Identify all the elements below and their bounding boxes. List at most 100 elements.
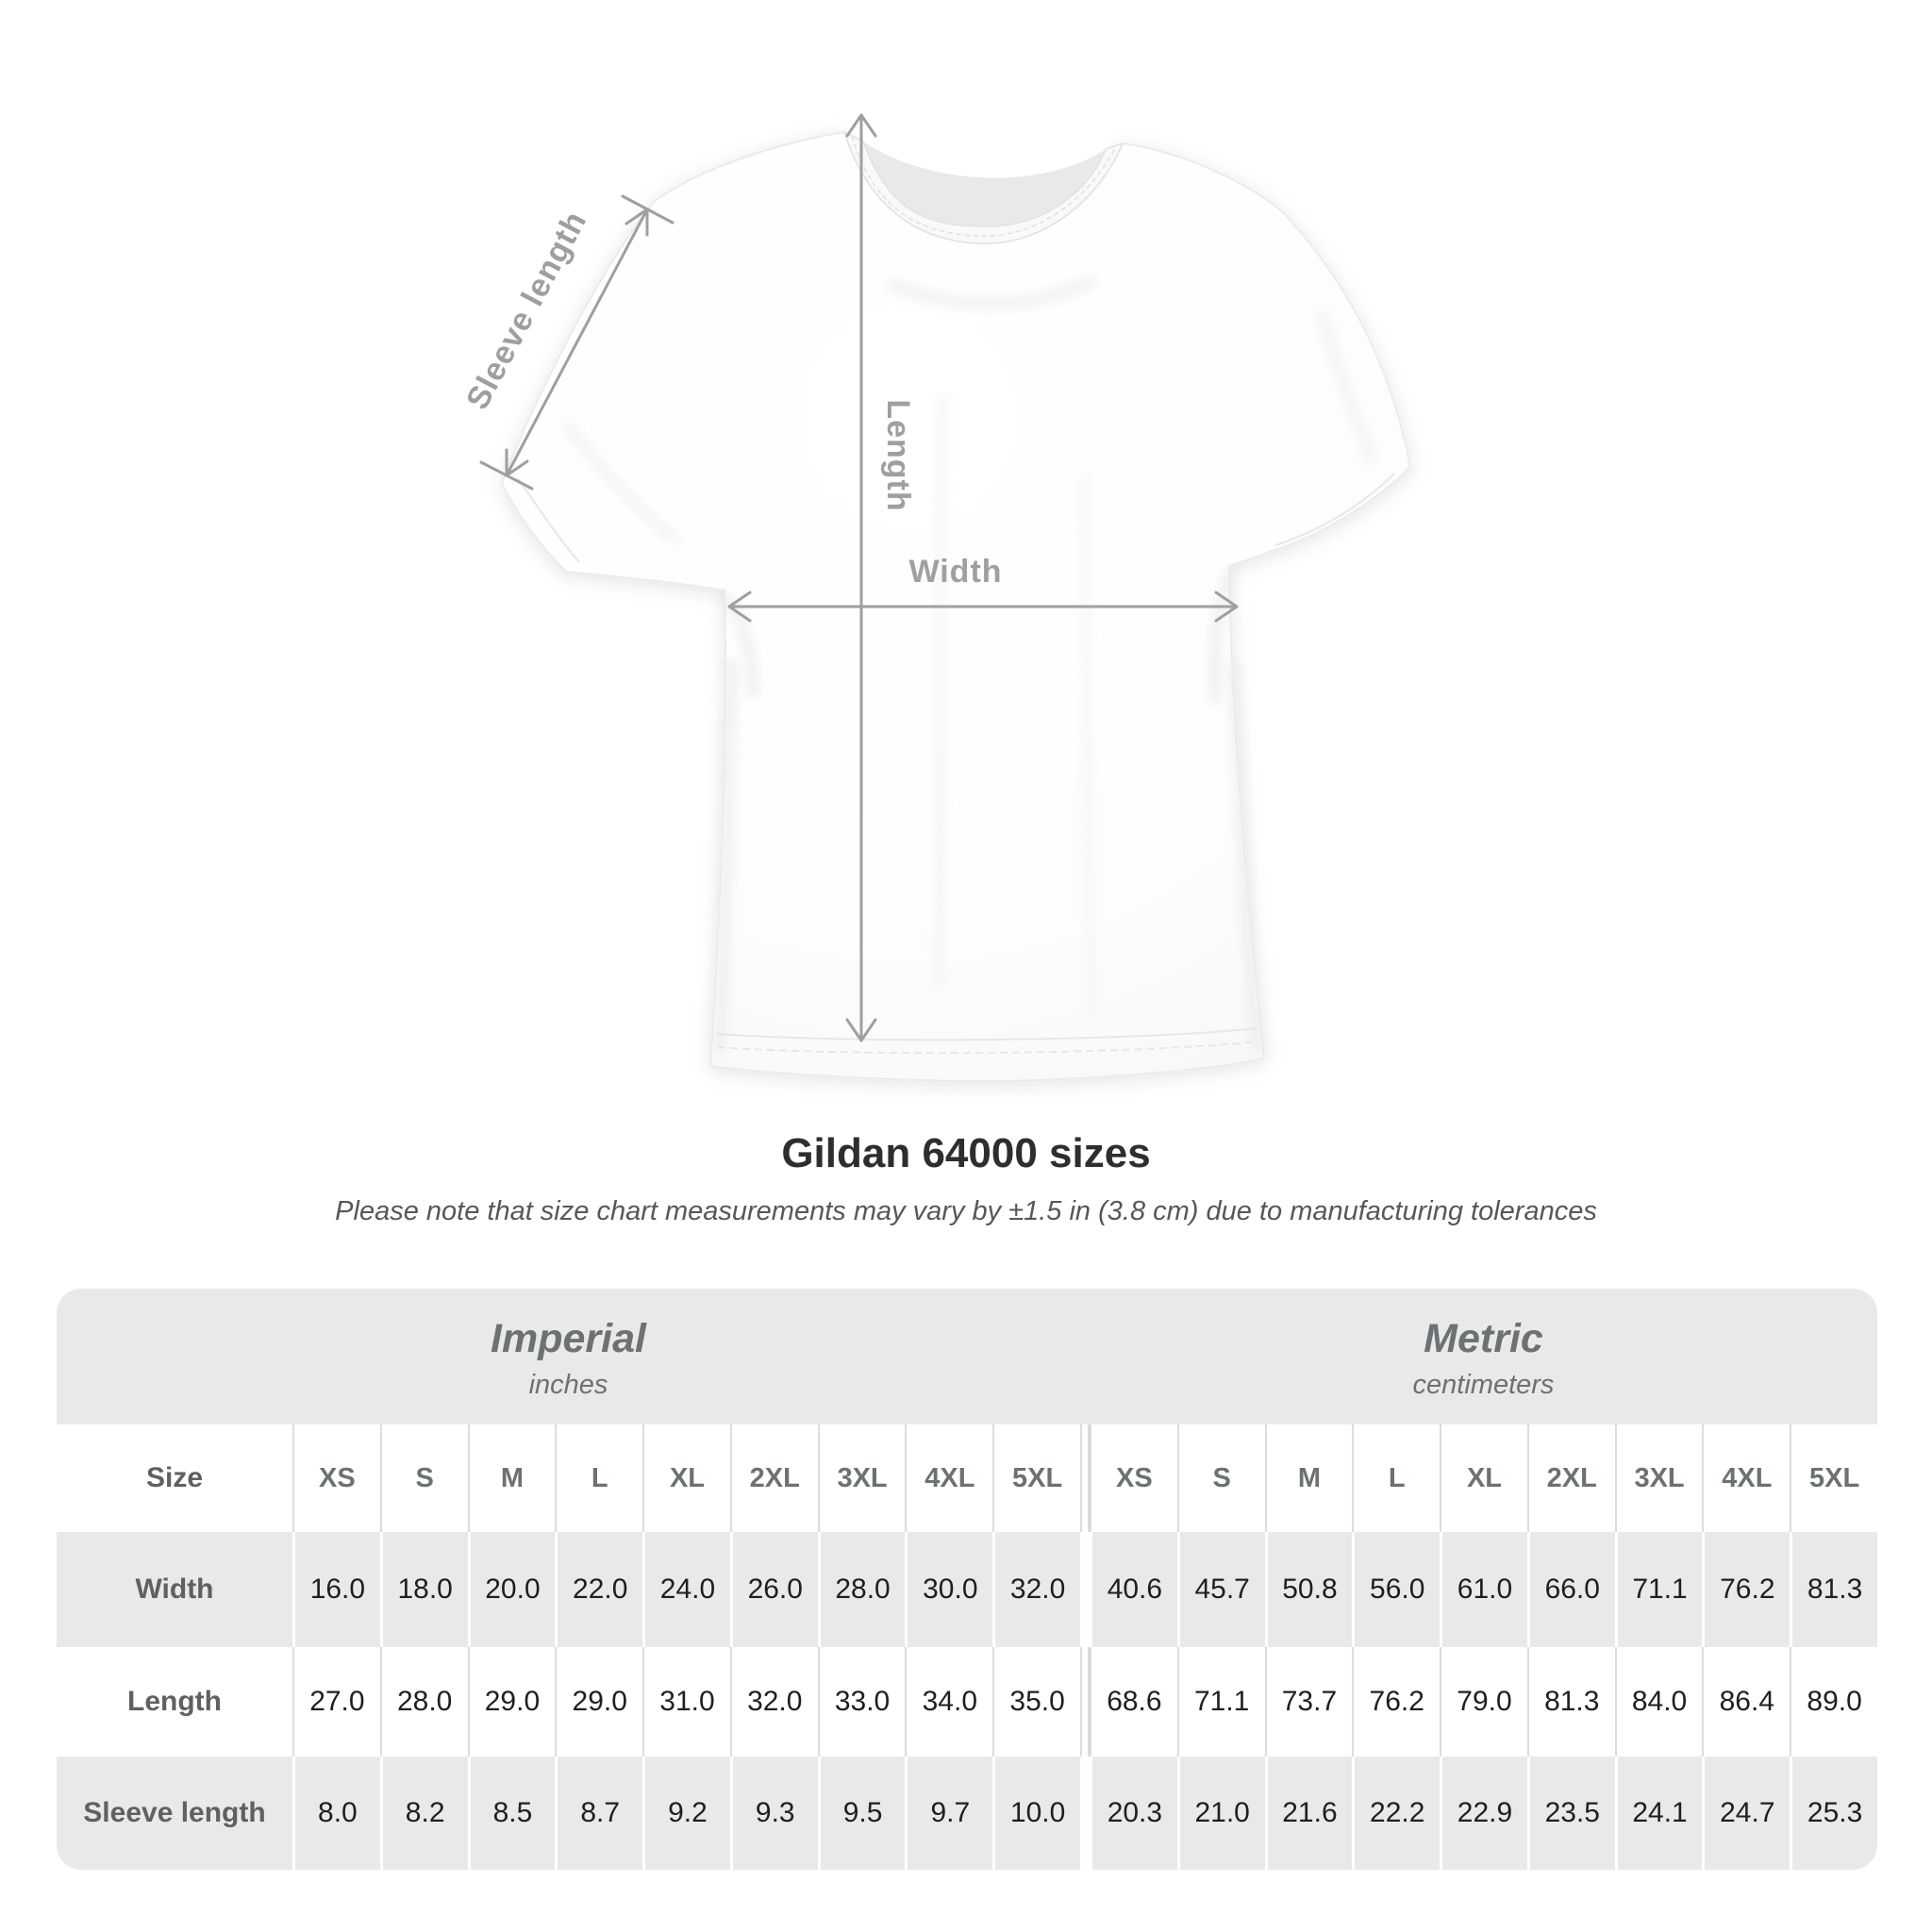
sleeve-length-value: 8.7 bbox=[555, 1757, 642, 1870]
row-label: Width bbox=[135, 1574, 214, 1605]
sleeve-length-value: 9.5 bbox=[817, 1757, 906, 1870]
sleeve-length-value: 8.0 bbox=[292, 1757, 380, 1870]
length-arrow bbox=[845, 113, 877, 1042]
sleeve-length-value: 10.0 bbox=[992, 1757, 1080, 1870]
size-header: XS bbox=[1090, 1424, 1177, 1532]
length-value: 32.0 bbox=[729, 1647, 818, 1757]
length-value: 76.2 bbox=[1352, 1647, 1440, 1757]
sleeve-length-arrow bbox=[479, 194, 675, 491]
sleeve-length-value: 22.2 bbox=[1352, 1757, 1440, 1870]
sleeve-length-value: 25.3 bbox=[1790, 1757, 1877, 1870]
length-value: 68.6 bbox=[1090, 1647, 1177, 1757]
width-value: 61.0 bbox=[1440, 1532, 1527, 1647]
unit-divider bbox=[1080, 1532, 1090, 1647]
size-header: 2XL bbox=[729, 1424, 818, 1532]
width-value: 18.0 bbox=[379, 1532, 468, 1647]
width-value: 50.8 bbox=[1264, 1532, 1353, 1647]
width-value: 20.0 bbox=[467, 1532, 556, 1647]
unit-divider bbox=[1080, 1424, 1090, 1532]
width-arrow bbox=[727, 591, 1239, 623]
unit-divider bbox=[1080, 1757, 1090, 1870]
size-header: XL bbox=[642, 1424, 730, 1532]
stitching bbox=[517, 473, 1395, 1055]
width-value: 81.3 bbox=[1790, 1532, 1877, 1647]
sleeve-length-value: 21.6 bbox=[1264, 1757, 1353, 1870]
length-value: 27.0 bbox=[292, 1647, 380, 1757]
page-title: Gildan 64000 sizes bbox=[781, 1130, 1151, 1176]
size-header: 4XL bbox=[905, 1424, 992, 1532]
width-value: 71.1 bbox=[1614, 1532, 1703, 1647]
size-header: 3XL bbox=[817, 1424, 906, 1532]
length-value: 33.0 bbox=[817, 1647, 906, 1757]
width-value: 66.0 bbox=[1526, 1532, 1615, 1647]
row-label: Sleeve length bbox=[83, 1797, 266, 1828]
size-header: 2XL bbox=[1526, 1424, 1615, 1532]
sleeve-length-value: 8.5 bbox=[467, 1757, 556, 1870]
sleeve-length-value: 20.3 bbox=[1090, 1757, 1177, 1870]
unit-group-unit: centimeters bbox=[1412, 1370, 1555, 1400]
collar bbox=[842, 130, 1124, 244]
width-value: 30.0 bbox=[905, 1532, 992, 1647]
size-header: XL bbox=[1440, 1424, 1527, 1532]
table-row-length: Length 27.0 28.0 29.0 29.0 31.0 32.0 33.0 34.0 3… bbox=[57, 1647, 1877, 1757]
width-value: 56.0 bbox=[1352, 1532, 1440, 1647]
width-value: 45.7 bbox=[1176, 1532, 1265, 1647]
sleeve-length-value: 21.0 bbox=[1176, 1757, 1265, 1870]
sleeve-length-value: 9.3 bbox=[729, 1757, 818, 1870]
unit-group-name: Imperial bbox=[491, 1316, 646, 1361]
tshirt-graphic: Length Width Sleeve length bbox=[459, 113, 1412, 1083]
length-value: 79.0 bbox=[1440, 1647, 1527, 1757]
length-label: Length bbox=[880, 399, 916, 511]
length-value: 89.0 bbox=[1790, 1647, 1877, 1757]
length-value: 31.0 bbox=[642, 1647, 730, 1757]
metric-header: Metric centimeters bbox=[1090, 1289, 1877, 1424]
size-header-row: Size XS S M L XL 2XL 3XL 4XL 5XL XS S M L XL 2XL 3XL 4X… bbox=[57, 1424, 1877, 1532]
unit-divider bbox=[1080, 1647, 1090, 1757]
unit-group-unit: inches bbox=[528, 1370, 608, 1400]
width-value: 76.2 bbox=[1702, 1532, 1790, 1647]
length-value: 29.0 bbox=[555, 1647, 642, 1757]
unit-header-row: Imperial inches Metric centimeters bbox=[57, 1289, 1877, 1424]
size-corner-label: Size bbox=[145, 1462, 204, 1493]
length-value: 84.0 bbox=[1614, 1647, 1703, 1757]
sleeve-length-value: 24.7 bbox=[1702, 1757, 1790, 1870]
size-header: XS bbox=[292, 1424, 380, 1532]
width-value: 22.0 bbox=[555, 1532, 642, 1647]
length-value: 35.0 bbox=[992, 1647, 1080, 1757]
size-header: L bbox=[555, 1424, 642, 1532]
width-value: 26.0 bbox=[729, 1532, 818, 1647]
size-header: M bbox=[467, 1424, 556, 1532]
size-header: L bbox=[1352, 1424, 1440, 1532]
width-label: Width bbox=[908, 554, 1002, 590]
size-header: S bbox=[379, 1424, 468, 1532]
length-value: 86.4 bbox=[1702, 1647, 1790, 1757]
width-value: 28.0 bbox=[817, 1532, 906, 1647]
imperial-header: Imperial inches bbox=[57, 1289, 1080, 1424]
sleeve-length-value: 8.2 bbox=[379, 1757, 468, 1870]
length-value: 71.1 bbox=[1176, 1647, 1265, 1757]
sleeve-length-value: 24.1 bbox=[1614, 1757, 1703, 1870]
size-header: S bbox=[1176, 1424, 1265, 1532]
collar-inside bbox=[863, 142, 1106, 226]
sleeve-length-value: 9.2 bbox=[642, 1757, 730, 1870]
size-chart-table: Imperial inches Metric centimeters Size … bbox=[57, 1289, 1877, 1870]
row-label: Length bbox=[127, 1686, 222, 1717]
sleeve-length-value: 9.7 bbox=[905, 1757, 992, 1870]
table-row-sleeve-length: Sleeve length 8.0 8.2 8.5 8.7 9.2 9.3 9.5 9.7 10… bbox=[57, 1757, 1877, 1870]
width-value: 24.0 bbox=[642, 1532, 730, 1647]
size-header: M bbox=[1264, 1424, 1353, 1532]
width-value: 40.6 bbox=[1090, 1532, 1177, 1647]
size-header: 4XL bbox=[1702, 1424, 1790, 1532]
size-header: 5XL bbox=[992, 1424, 1080, 1532]
size-header: 3XL bbox=[1614, 1424, 1703, 1532]
size-header: 5XL bbox=[1790, 1424, 1877, 1532]
length-value: 29.0 bbox=[467, 1647, 556, 1757]
fabric-shading bbox=[562, 274, 1376, 1053]
width-value: 16.0 bbox=[292, 1532, 380, 1647]
table-row-width: Width 16.0 18.0 20.0 22.0 24.0 26.0 28.0 30.0 32… bbox=[57, 1532, 1877, 1647]
unit-group-name: Metric bbox=[1424, 1316, 1543, 1361]
length-value: 73.7 bbox=[1264, 1647, 1353, 1757]
tshirt-measurement-diagram: Length Width Sleeve length bbox=[459, 113, 1412, 1083]
sleeve-length-value: 23.5 bbox=[1526, 1757, 1615, 1870]
length-value: 34.0 bbox=[905, 1647, 992, 1757]
